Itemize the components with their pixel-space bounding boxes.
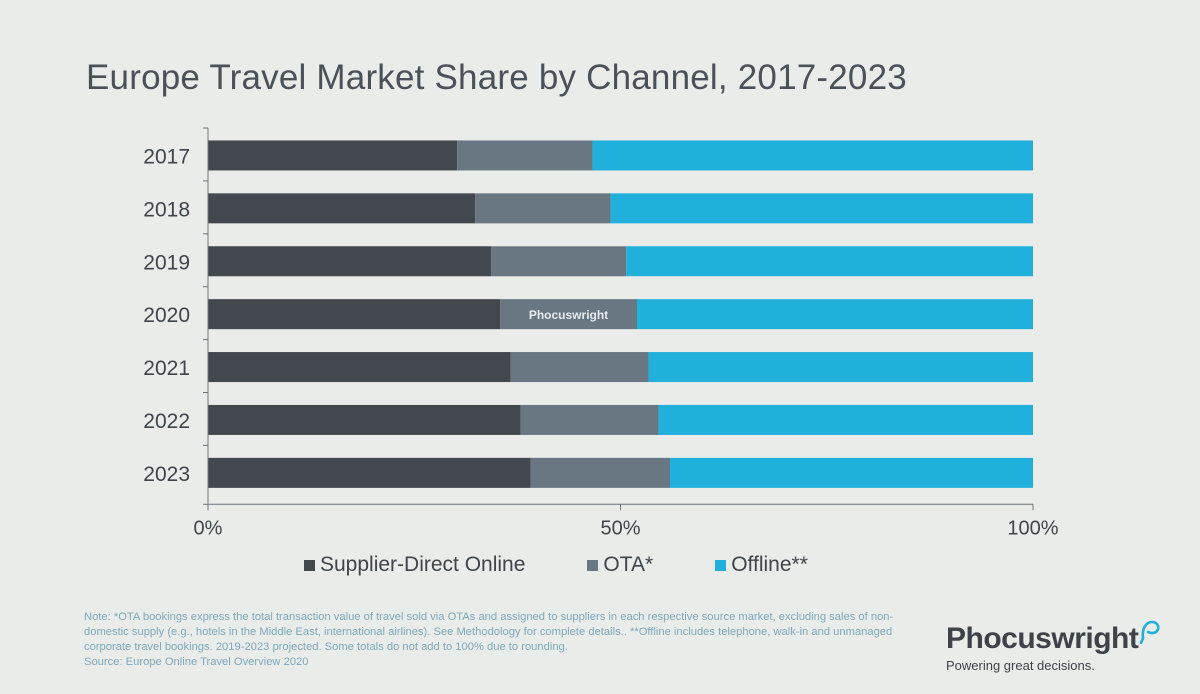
bar-2022-offline <box>658 404 1033 435</box>
bar-2018-supplierdirectonline <box>208 193 476 224</box>
chart-title: Europe Travel Market Share by Channel, 2… <box>86 58 907 97</box>
logo-name: Phocuswright <box>946 622 1139 655</box>
legend-label-ota: OTA* <box>603 553 654 576</box>
legend-label-offline: Offline** <box>731 553 808 576</box>
legend-label-supplier-direct: Supplier-Direct Online <box>320 553 526 576</box>
bar-2021-supplierdirectonline <box>208 352 511 383</box>
legend-item-ota: OTA* <box>587 553 653 577</box>
legend-swatch-offline <box>715 559 727 571</box>
bar-2020-offline <box>637 299 1033 330</box>
bar-2017-offline <box>592 140 1033 171</box>
legend-item-offline: Offline** <box>715 553 808 577</box>
x-tick-label-50pct: 50% <box>600 517 640 539</box>
logo-wordmark: Phocuswright <box>946 618 1176 656</box>
bar-2023-offline <box>670 457 1033 488</box>
note-text: Note: *OTA bookings express the total tr… <box>84 611 894 653</box>
y-tick-label-2020: 2020 <box>143 304 190 327</box>
y-tick-label-2017: 2017 <box>143 145 190 168</box>
phocuswright-logo: Phocuswright Powering great decisions. <box>946 618 1176 680</box>
legend-item-supplier-direct: Supplier-Direct Online <box>304 553 525 577</box>
x-tick-label-100pct: 100% <box>1007 517 1058 539</box>
footnote: Note: *OTA bookings express the total tr… <box>84 610 924 670</box>
source-text: Source: Europe Online Travel Overview 20… <box>84 656 309 668</box>
bar-2019-supplierdirectonline <box>208 246 491 277</box>
bar-2022-supplierdirectonline <box>208 404 521 435</box>
legend-swatch-ota <box>587 559 599 571</box>
bar-2023-supplierdirectonline <box>208 457 531 488</box>
logo-tagline: Powering great decisions. <box>946 658 1095 673</box>
bar-2023-ota <box>530 457 670 488</box>
x-tick-label-0pct: 0% <box>194 517 223 539</box>
legend: Supplier-Direct Online OTA* Offline** <box>304 553 808 577</box>
speech-bubble-icon <box>1140 620 1160 644</box>
bar-2021-ota <box>510 352 649 383</box>
bar-2020-supplierdirectonline <box>208 299 501 330</box>
bar-2019-offline <box>626 246 1033 277</box>
bar-2018-offline <box>610 193 1033 224</box>
y-tick-label-2019: 2019 <box>143 251 190 274</box>
y-tick-label-2021: 2021 <box>143 357 190 380</box>
bar-2018-ota <box>475 193 611 224</box>
watermark-text: Phocuswright <box>529 308 608 322</box>
bar-2021-offline <box>648 352 1033 383</box>
bar-2017-ota <box>457 140 593 171</box>
y-tick-label-2018: 2018 <box>143 198 190 221</box>
y-tick-label-2023: 2023 <box>143 463 190 486</box>
bar-chart: 2017 2018 2019 2020 Phocuswright 2021 2022 2023… <box>143 127 1059 539</box>
bar-2022-ota <box>520 404 659 435</box>
bar-2020-ota <box>500 299 637 330</box>
bar-2017-supplierdirectonline <box>208 140 458 171</box>
legend-swatch-supplier-direct <box>304 559 315 571</box>
bar-2019-ota <box>490 246 627 277</box>
y-tick-label-2022: 2022 <box>143 410 190 433</box>
